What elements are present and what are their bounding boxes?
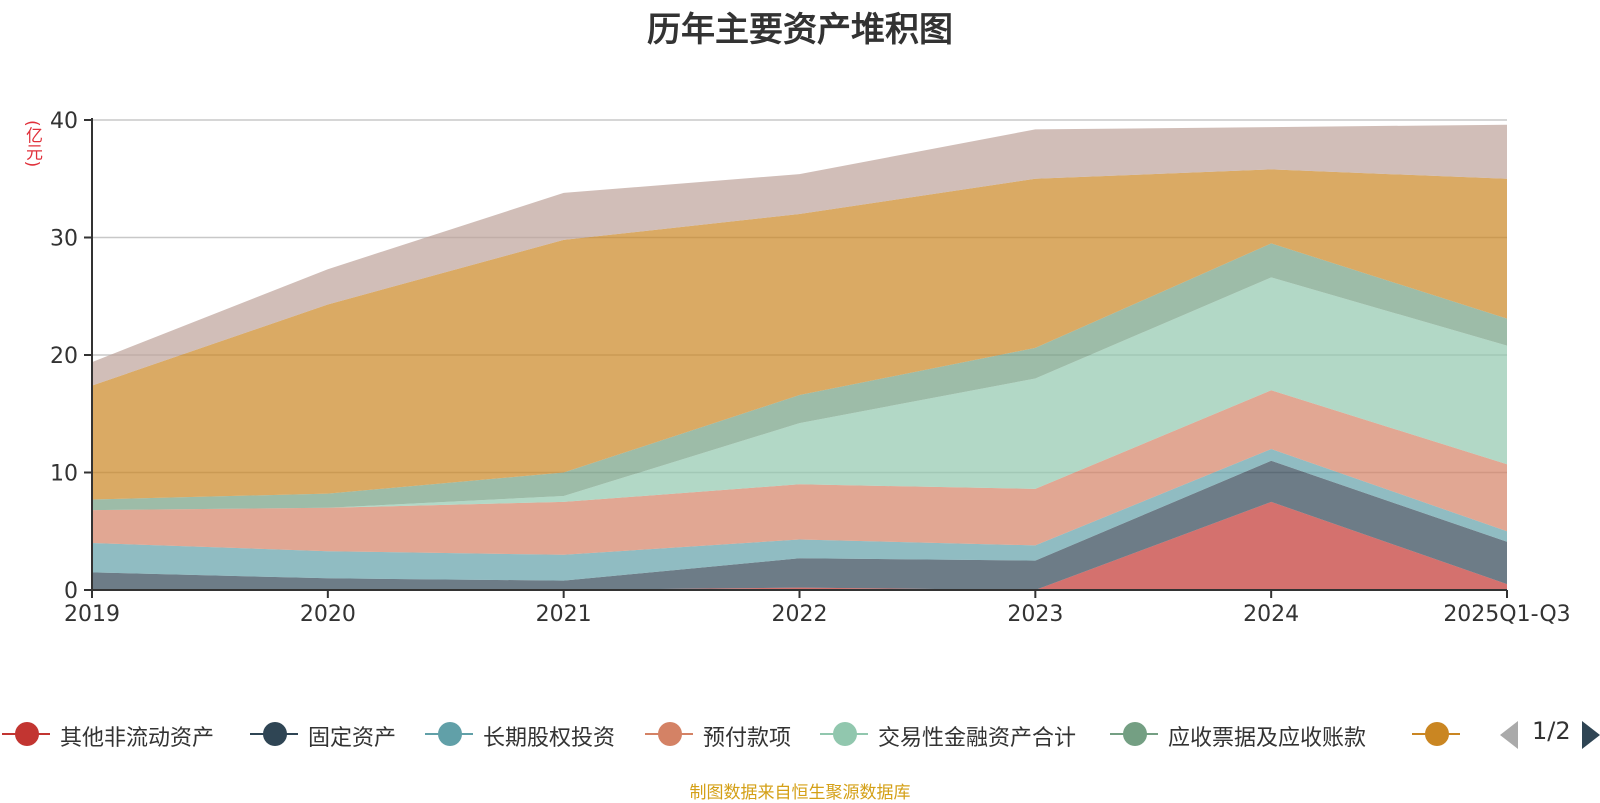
x-tick-label: 2022 — [772, 602, 828, 627]
legend-label: 固定资产 — [308, 726, 397, 751]
legend-prev-page-icon[interactable] — [1500, 721, 1518, 749]
stacked-area-chart: 0 10 20 30 40 2019 2020 2021 2022 2023 2024 2025Q1-… — [50, 109, 1571, 627]
legend-marker-icon — [658, 722, 682, 746]
legend-next-page-icon[interactable] — [1582, 721, 1600, 749]
y-tick-label: 40 — [50, 109, 78, 134]
area-series — [92, 124, 1507, 590]
area-series-2 — [92, 460, 1507, 590]
legend-marker-icon — [1425, 722, 1449, 746]
area-series-4 — [92, 390, 1507, 555]
area-series-5 — [92, 277, 1507, 511]
x-tick-label: 2021 — [536, 602, 592, 627]
x-tick-label: 2024 — [1243, 602, 1299, 627]
y-axis-unit: (亿元) — [22, 120, 42, 168]
legend-marker-icon — [15, 722, 39, 746]
y-tick-label: 30 — [50, 227, 78, 252]
legend-marker-icon — [833, 722, 857, 746]
legend-label: 预付款项 — [703, 726, 792, 751]
area-series-8 — [92, 124, 1507, 386]
y-tick-label: 20 — [50, 344, 78, 369]
source-note: 制图数据来自恒生聚源数据库 — [689, 783, 911, 803]
y-tick-label: 0 — [64, 579, 78, 604]
legend: 其他非流动资产 固定资产 长期股权投资 预付款项 交易性金融资产合计 应收票据及应收账款 … — [0, 714, 1600, 754]
area-series-6 — [92, 243, 1507, 511]
y-tick-label: 10 — [50, 462, 78, 487]
legend-page-indicator: 1/2 — [1532, 717, 1571, 745]
axes: 0 10 20 30 40 2019 2020 2021 2022 2023 2024 2025Q1-… — [50, 109, 1571, 627]
area-series-3 — [92, 449, 1507, 581]
legend-marker-icon — [1123, 722, 1147, 746]
legend-label: 交易性金融资产合计 — [878, 726, 1077, 751]
legend-label: 应收票据及应收账款 — [1168, 726, 1367, 751]
legend-label: 其他非流动资产 — [60, 726, 215, 751]
x-tick-label: 2019 — [64, 602, 120, 627]
area-series-1 — [92, 501, 1507, 590]
legend-marker-icon — [438, 722, 462, 746]
legend-marker-icon — [263, 722, 287, 746]
x-tick-label: 2023 — [1007, 602, 1063, 627]
area-series-7 — [92, 169, 1507, 500]
legend-label: 长期股权投资 — [483, 726, 616, 751]
chart-title: 历年主要资产堆积图 — [647, 10, 953, 50]
x-tick-label: 2025Q1-Q3 — [1443, 602, 1570, 627]
x-tick-label: 2020 — [300, 602, 356, 627]
